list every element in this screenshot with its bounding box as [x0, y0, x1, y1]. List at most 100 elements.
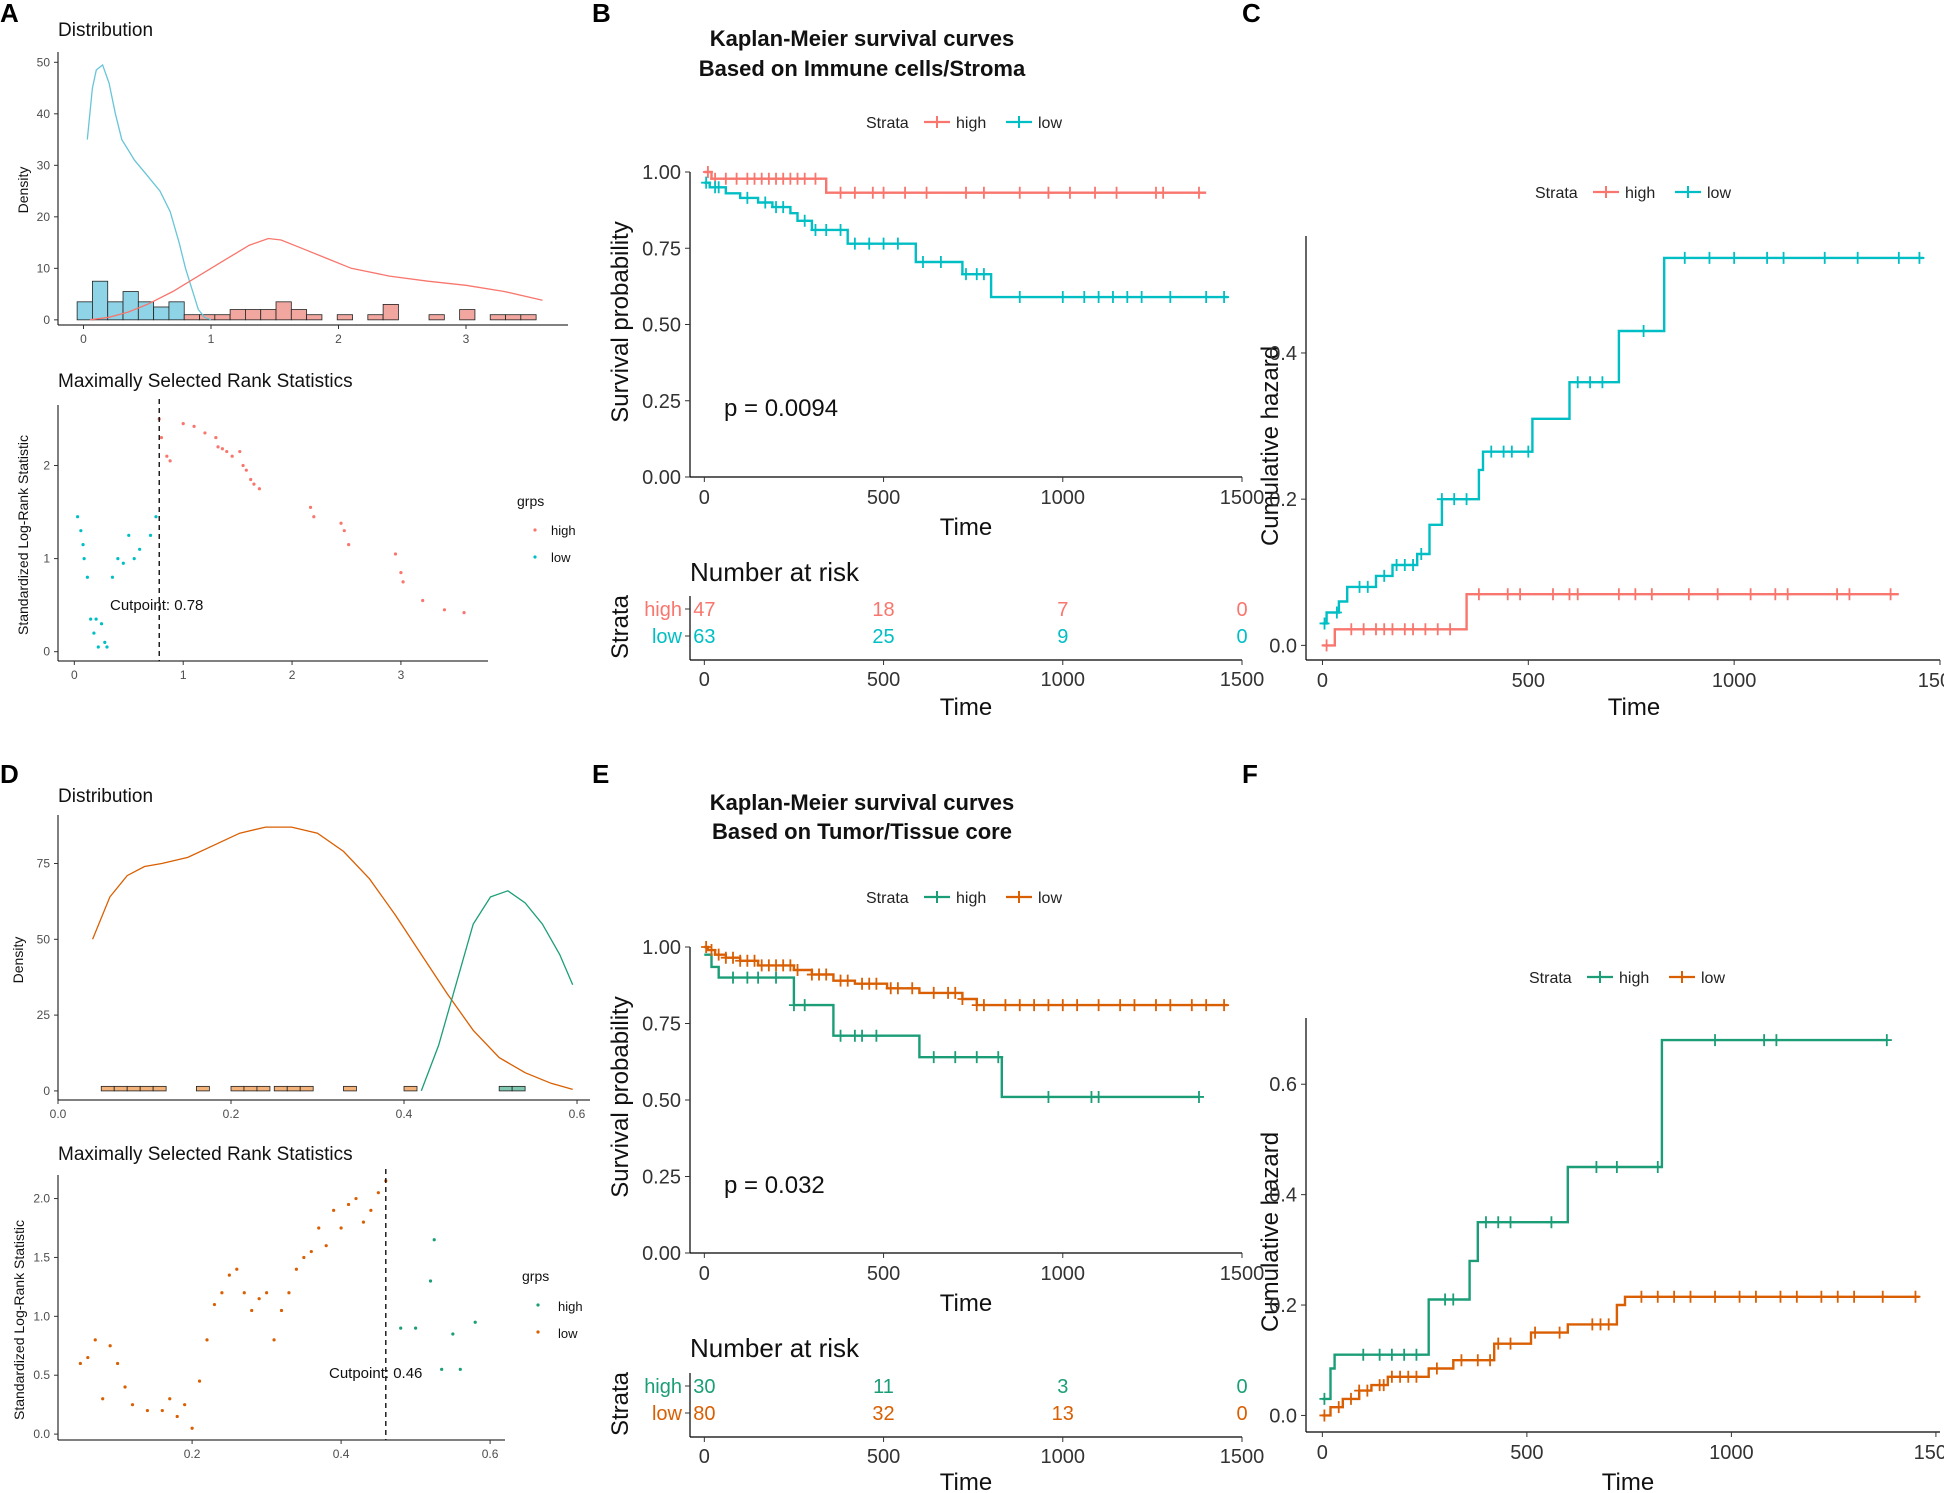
rank-point-low	[86, 1355, 90, 1360]
censor-mark-low	[1710, 1290, 1721, 1303]
censor-mark-low	[1819, 251, 1830, 264]
censor-mark-low	[1165, 291, 1176, 304]
rank-point-high	[238, 449, 242, 454]
rank-point-low	[242, 1291, 246, 1295]
censor-mark-high	[1613, 588, 1624, 601]
censor-mark-low	[1219, 291, 1230, 304]
censor-mark-low	[1685, 1290, 1696, 1303]
rank-point-low	[220, 1291, 224, 1295]
y-tick-label: 75	[37, 857, 51, 871]
histogram-bar-high	[245, 309, 262, 321]
y-tick-label: 50	[37, 55, 51, 69]
c-xlabel: Time	[1608, 694, 1660, 721]
x-tick-label: 1500	[1914, 1442, 1944, 1464]
b-ylabel: Survival probability	[607, 221, 634, 422]
censor-mark-low	[907, 982, 918, 995]
x-tick-label: 1500	[1220, 487, 1265, 509]
censor-mark-high	[1090, 186, 1101, 199]
censor-mark-low	[917, 255, 928, 268]
risk-row-label-high: high	[644, 599, 682, 621]
censor-mark-low	[701, 176, 712, 189]
d-msrs-title: Maximally Selected Rank Statistics	[58, 1144, 353, 1165]
rank-point-low	[250, 1308, 254, 1313]
censor-mark-low	[961, 268, 971, 281]
censor-mark-low	[892, 982, 903, 995]
censor-mark-low	[849, 237, 860, 250]
rank-point-high	[347, 543, 351, 547]
censor-mark-low	[1219, 999, 1230, 1012]
censor-mark-low	[1029, 999, 1040, 1012]
censor-mark-high	[1515, 588, 1526, 601]
rank-point-low	[212, 1302, 217, 1307]
rank-point-low	[154, 515, 158, 519]
histogram-bar-high	[520, 314, 537, 321]
censor-mark-low	[1436, 493, 1447, 506]
censor-mark-high	[1408, 623, 1419, 636]
risk-count-low: 9	[1057, 626, 1068, 648]
curve-high	[1322, 593, 1899, 647]
histogram-bar-low	[196, 1085, 210, 1092]
risk-count-high: 0	[1236, 1376, 1247, 1398]
censor-mark-low	[1486, 445, 1497, 458]
a-msrs-title: Maximally Selected Rank Statistics	[58, 371, 353, 392]
censor-mark-high	[702, 166, 713, 178]
rank-point-low	[94, 617, 98, 621]
c-ylabel: Cumulative hazard	[1257, 346, 1284, 546]
censor-mark-low	[1729, 251, 1740, 264]
d-dist-title: Distribution	[58, 786, 153, 807]
censor-mark-high	[921, 186, 932, 199]
rank-point-high	[257, 487, 261, 491]
censor-mark-high	[1448, 1293, 1459, 1306]
censor-mark-low	[1431, 1362, 1442, 1375]
censor-mark-high	[1712, 588, 1723, 601]
censor-mark-low	[1057, 999, 1068, 1012]
censor-mark-low	[1778, 251, 1789, 264]
censor-mark-low	[1107, 291, 1118, 304]
rank-point-high	[442, 608, 447, 612]
x-tick-label: 0	[1317, 670, 1328, 692]
censor-mark-high	[1411, 1348, 1422, 1361]
y-tick-label: 0.00	[642, 1243, 681, 1265]
y-tick-label: 1	[43, 552, 50, 566]
b-risk-table: high 47 18 7 0 low 63 25 9 0 0 500 1000 1500	[644, 596, 1264, 691]
y-tick-label: 0.2	[1269, 489, 1297, 511]
y-tick-label: 50	[37, 932, 51, 946]
y-tick-label: 0.0	[1269, 635, 1297, 657]
risk-count-high: 3	[1057, 1376, 1068, 1398]
x-tick-label: 1	[180, 668, 187, 682]
censor-mark-high	[928, 1051, 939, 1064]
censor-mark-high	[742, 971, 753, 984]
censor-mark-low	[1505, 1337, 1516, 1350]
rank-point-low	[105, 645, 109, 649]
censor-mark-low	[1485, 1354, 1496, 1367]
rank-point-low	[81, 543, 85, 547]
censor-mark-low	[706, 944, 717, 957]
c-legend: Strata high low	[1535, 185, 1731, 202]
panel-letter-d: D	[0, 759, 19, 789]
x-tick-label: 0	[71, 668, 78, 682]
censor-mark-high	[1591, 1161, 1602, 1174]
d-legend-high-key	[536, 1303, 540, 1307]
rank-point-high	[220, 447, 224, 451]
y-tick-label: 20	[37, 210, 51, 224]
risk-x-tick-label: 1500	[1220, 669, 1265, 691]
censor-mark-high	[799, 999, 810, 1012]
rank-point-high	[225, 449, 229, 454]
risk-row-label-low: low	[652, 626, 683, 648]
panel-letter-a: A	[0, 0, 19, 28]
y-tick-label: 0	[43, 313, 50, 327]
censor-mark-high	[1193, 1090, 1204, 1103]
x-tick-label: 1500	[1918, 670, 1944, 692]
censor-mark-high	[1844, 588, 1855, 601]
censor-mark-low	[1362, 1384, 1373, 1397]
legend-title: Strata	[866, 115, 909, 132]
x-tick-label: 500	[867, 487, 900, 509]
rank-point-low	[99, 622, 104, 626]
censor-mark-low	[1201, 999, 1212, 1012]
censor-mark-high	[978, 186, 989, 199]
censor-mark-low	[713, 948, 724, 961]
x-tick-label: 1000	[1709, 1442, 1754, 1464]
x-tick-label: 0.4	[333, 1447, 350, 1461]
censor-mark-low	[1093, 999, 1104, 1012]
histogram-bar-low	[113, 1085, 128, 1092]
